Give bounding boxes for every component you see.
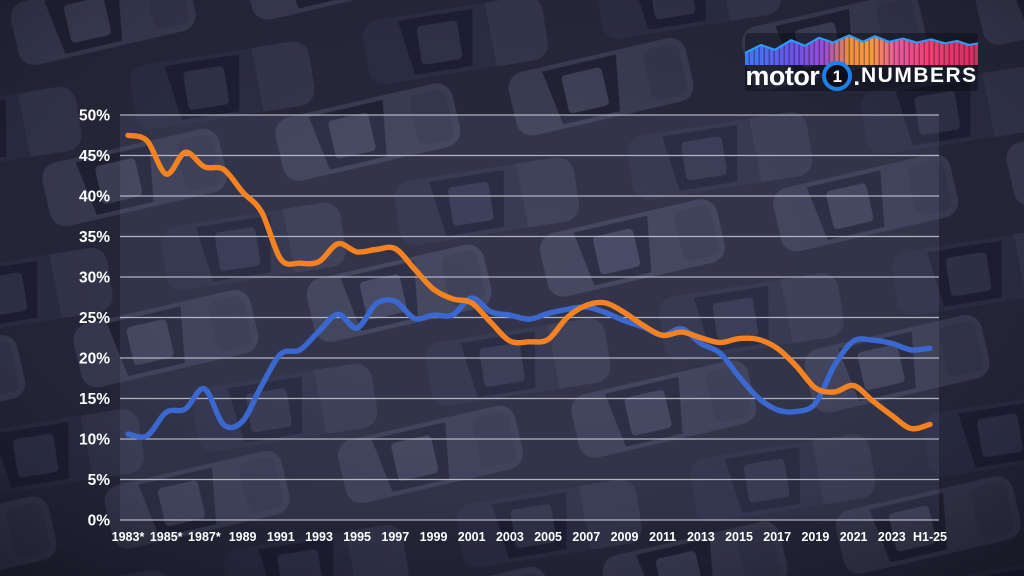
y-tick-label: 45% [79, 148, 110, 165]
x-tick-label: 1993 [305, 530, 333, 544]
y-tick-label: 40% [79, 189, 110, 206]
x-tick-label: 1983* [112, 530, 145, 544]
x-tick-label: 1985* [150, 530, 183, 544]
x-tick-label: 2021 [840, 530, 868, 544]
y-tick-label: 25% [79, 310, 110, 327]
y-tick-label: 30% [79, 270, 110, 287]
x-tick-label: 1999 [420, 530, 448, 544]
x-tick-label: H1-25 [913, 530, 947, 544]
y-tick-label: 0% [88, 513, 111, 530]
y-tick-label: 10% [79, 432, 110, 449]
gridlines [120, 114, 939, 521]
x-tick-label: 2001 [458, 530, 486, 544]
orange-series-line [125, 132, 933, 432]
y-tick-label: 35% [79, 229, 110, 246]
logo-word-motor: motor [745, 60, 820, 91]
x-tick-label: 2011 [649, 530, 676, 544]
x-tick-label: 1987* [188, 530, 221, 544]
x-tick-label: 2005 [534, 530, 562, 544]
logo-wordmark: motor 1 . NUMBERS [745, 61, 978, 91]
x-tick-label: 1995 [343, 530, 371, 544]
y-tick-label: 20% [79, 351, 110, 368]
x-tick-label: 2007 [572, 530, 600, 544]
logo-digit-one: 1 [832, 66, 843, 86]
x-tick-label: 1991 [267, 530, 295, 544]
motor1-numbers-logo: motor 1 . NUMBERS [745, 33, 978, 91]
logo-word-numbers: NUMBERS [861, 64, 978, 87]
x-tick-label: 1989 [229, 530, 257, 544]
x-tick-label: 2023 [878, 530, 906, 544]
logo-dot: . [853, 64, 860, 91]
x-tick-label: 2009 [611, 530, 639, 544]
x-tick-label: 2017 [763, 530, 791, 544]
x-tick-label: 1997 [381, 530, 409, 544]
logo-one-circle: 1 [822, 61, 853, 91]
y-tick-label: 5% [88, 472, 111, 489]
y-tick-label: 15% [79, 391, 110, 408]
logo-mountain-chart-icon [745, 34, 978, 65]
x-tick-label: 2003 [496, 530, 524, 544]
y-tick-label: 50% [79, 108, 110, 125]
x-tick-label: 2013 [687, 530, 715, 544]
x-tick-label: 2015 [725, 530, 753, 544]
y-axis-labels: 0% 5% 10% 15% 20% 25% 30% 35% 40% 45% 50% [79, 108, 110, 530]
blue-series-line [125, 295, 933, 440]
x-axis-labels: 1983* 1985* 1987* 1989 1991 1993 1995 1997 1999 2… [112, 530, 947, 544]
x-tick-label: 2019 [801, 530, 829, 544]
